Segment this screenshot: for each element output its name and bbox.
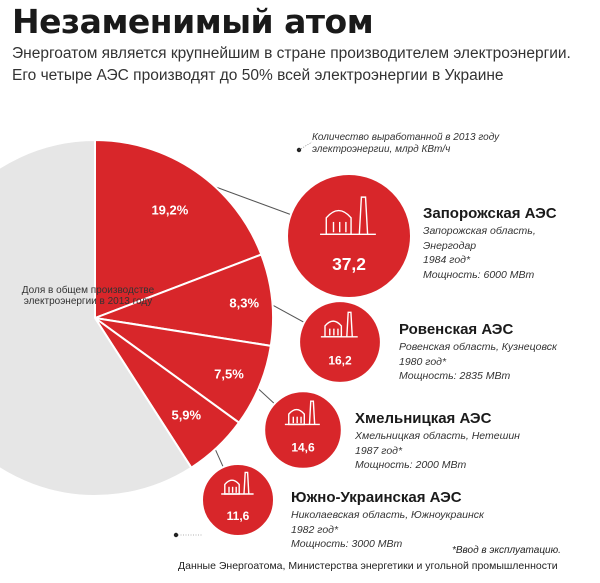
- plant-year: 1982 год*: [291, 523, 339, 536]
- plant-region: Ровенская область, Кузнецовск: [399, 341, 557, 353]
- plant-capacity: Мощность: 3000 МВт: [291, 538, 403, 550]
- output-legend-label: Количество выработанной в 2013 году элек…: [312, 132, 500, 155]
- plant-name-south-ukraine: Южно-Украинская АЭС: [291, 489, 462, 506]
- share-axis-label: Доля в общем производстве электроэнергии…: [21, 285, 155, 307]
- pie-slice: [94, 138, 263, 320]
- bubble-value-label: 11,6: [227, 509, 250, 523]
- bubble-value-label: 14,6: [291, 440, 315, 454]
- legend-marker-line: [298, 141, 313, 151]
- plant-capacity: Мощность: 2835 МВт: [399, 370, 511, 382]
- plant-info-south-ukraine: Николаевская область, Южноукраинск 1982 …: [291, 508, 484, 552]
- pie-slice-other: [0, 138, 193, 497]
- output-bubble: [298, 300, 382, 384]
- output-bubble: [263, 390, 343, 470]
- bubble-value-label: 16,2: [328, 354, 352, 368]
- output-bubble: [286, 173, 412, 299]
- page-subtitle: Энергоатом является крупнейшим в стране …: [12, 45, 571, 84]
- slice-label: 5,9%: [171, 408, 201, 423]
- plant-name-khmelnytskyi: Хмельницкая АЭС: [355, 410, 492, 427]
- power-plant-icon: [320, 196, 376, 236]
- output-bubble: [201, 463, 275, 537]
- plant-city: Энергодар: [423, 239, 477, 252]
- page-title: Незаменимый атом: [12, 2, 374, 41]
- plant-year: 1980 год*: [399, 355, 447, 368]
- plant-capacity: Мощность: 2000 МВт: [355, 459, 467, 471]
- power-plant-icon: [284, 400, 320, 426]
- plant-capacity: Мощность: 6000 МВт: [423, 268, 535, 281]
- plant-year: 1987 год*: [355, 444, 403, 457]
- plant-name-zaporozhye: Запорожская АЭС: [423, 205, 557, 222]
- plant-name-rivne: Ровенская АЭС: [399, 321, 514, 338]
- slice-label: 8,3%: [229, 296, 259, 311]
- slice-label: 7,5%: [214, 367, 244, 382]
- plant-region: Хмельницкая область, Нетешин: [355, 430, 520, 442]
- plant-year: 1984 год*: [423, 254, 471, 266]
- footnote: *Ввод в эксплуатацию.: [452, 545, 561, 556]
- plant-region: Запорожская область,: [423, 225, 536, 237]
- source-marker-dot: [173, 532, 179, 538]
- plant-info-rivne: Ровенская область, Кузнецовск 1980 год* …: [399, 340, 557, 384]
- power-plant-icon: [221, 471, 254, 495]
- plant-info-zaporozhye: Запорожская область, Энергодар 1984 год*…: [423, 224, 536, 282]
- bubble-value-label: 37,2: [332, 254, 366, 274]
- pie-slice: [91, 253, 274, 347]
- plant-info-khmelnytskyi: Хмельницкая область, Нетешин 1987 год* М…: [355, 429, 520, 473]
- slice-label: 19,2%: [151, 202, 188, 217]
- source-note: Данные Энергоатома, Министерства энергет…: [178, 560, 558, 572]
- plant-region: Николаевская область, Южноукраинск: [291, 509, 484, 521]
- power-plant-icon: [320, 311, 358, 338]
